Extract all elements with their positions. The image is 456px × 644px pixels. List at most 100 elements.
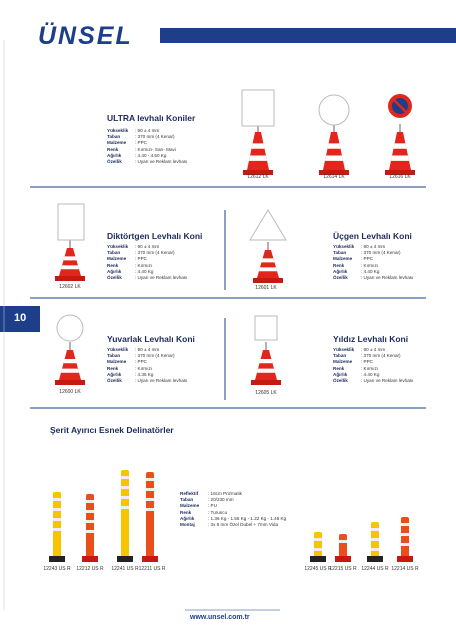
spec-row: Yükseklik : 90 ± 4 mm (333, 347, 385, 353)
spec-value: : Kırmızı (135, 365, 153, 371)
spec-row: Malzeme: PPC (107, 359, 147, 365)
spec-label: Ağırlık (180, 515, 195, 521)
spec-label: Malzeme (180, 503, 200, 509)
spec-value: : 90 ± 4 mm (361, 347, 386, 352)
spec-value: : 3x 8 mm Özel Dubel + 7mm Vida (208, 522, 278, 527)
spec-label: Özellik (333, 378, 348, 383)
spec-value: : Turuncu (208, 509, 228, 515)
product-code: 12245 US R (304, 566, 332, 572)
shape (323, 132, 345, 170)
spec-value: : Uyarı ve Reklam levhası (135, 275, 188, 280)
shape (318, 94, 350, 126)
spec-row: Özellik: Uyarı ve Reklam levhası (107, 159, 187, 165)
spec-value: : PPC (361, 256, 373, 262)
spec-value: : 16cm Prizmatik (208, 491, 242, 496)
spec-value: : 1.36 Kg - 1.55 Kg - 1.22 Kg - 1.46 Kg (208, 515, 287, 521)
spec-row: Renk: Kırmızı (333, 263, 378, 269)
spec-label: Ağırlık (107, 371, 122, 377)
spec-value: : 370 mm (4 Kenar) (135, 134, 175, 140)
section-title: Diktörtgen Levhalı Koni (107, 231, 203, 241)
spec-value: : PPC (361, 359, 373, 365)
shape (335, 556, 351, 562)
spec-row: Renk : Turuncu (180, 510, 227, 516)
shape (401, 517, 409, 558)
shape (248, 155, 268, 161)
spec-value: : Kırmızı- Sarı- Mavi (135, 146, 176, 152)
spec-value: : PPC (135, 140, 147, 146)
spec-label: Ağırlık (333, 371, 348, 377)
shape (255, 350, 277, 380)
section-title: Yuvarlak Levhalı Koni (107, 334, 195, 344)
spec-row: Taban: 370 mm (4 Kenar) (333, 250, 401, 256)
shape (55, 276, 85, 281)
shape (319, 170, 349, 175)
product-code: 12616 LK (389, 174, 411, 180)
shape (257, 250, 279, 278)
shape (146, 498, 154, 501)
spec-row: Taban : 20/230 mm (180, 497, 234, 503)
spec-label: Renk (180, 509, 192, 515)
shape (393, 143, 407, 149)
shape (82, 556, 98, 562)
spec-label: Ağırlık (333, 268, 348, 274)
shape (401, 533, 409, 536)
shape (56, 314, 84, 342)
shape (314, 532, 322, 558)
shape (371, 528, 379, 531)
spec-label: Taban (107, 134, 121, 140)
shape (258, 267, 278, 272)
spec-value: : PU (208, 503, 217, 509)
shape (367, 556, 383, 562)
spec-value: : 4.40 Kg (361, 268, 380, 274)
spec-value: : Uyarı ve Reklam levhası (135, 378, 188, 383)
shape (146, 508, 154, 511)
spec-value: : 370 mm (4 Kenar) (361, 353, 401, 359)
spec-row: Taban: 370 mm (4 Kenar) (333, 353, 401, 359)
shape (253, 278, 283, 283)
spec-row: Ağırlık : 4.40 - 4.50 Kg (107, 153, 166, 159)
shape (117, 556, 133, 562)
spec-label: Ağırlık (107, 152, 122, 158)
spec-label: Renk (107, 365, 119, 371)
spec-label: Yükseklik (107, 128, 129, 133)
shape (243, 170, 273, 175)
shape (339, 540, 347, 543)
shape (371, 548, 379, 551)
section-title: Şerit Ayırıcı Esnek Delinatörler (50, 425, 174, 435)
spec-label: Montaj (180, 522, 195, 527)
product-code: 12600 LK (59, 389, 81, 395)
spec-label: Renk (333, 262, 345, 268)
shape (254, 315, 278, 341)
spec-label: Yükseklik (333, 347, 355, 352)
spec-value: : 20/230 mm (208, 497, 234, 503)
spec-value: : 4.35 Kg (135, 371, 154, 377)
spec-row: Taban: 370 mm (4 Kenar) (107, 250, 175, 256)
spec-row: Malzeme: PPC (107, 140, 147, 146)
page-number: 10 (14, 312, 27, 324)
spec-value: : 4.40 - 4.50 Kg (135, 152, 167, 158)
shape (86, 494, 94, 558)
product-code: 12241 US R (111, 566, 139, 572)
spec-value: : 90 ± 4 mm (135, 244, 160, 249)
product-code: 12605 LK (255, 390, 277, 396)
shape (251, 380, 281, 385)
spec-label: Taban (180, 497, 194, 503)
shape (259, 359, 273, 364)
shape (86, 500, 94, 503)
shape (146, 472, 154, 558)
shape (146, 488, 154, 491)
spec-row: Taban: 370 mm (4 Kenar) (107, 353, 175, 359)
spec-value: : 90 ± 4 mm (135, 347, 160, 352)
shape (55, 380, 85, 385)
spec-row: Ağırlık : 1.36 Kg - 1.55 Kg - 1.22 Kg - 1… (180, 516, 286, 522)
shape (53, 518, 61, 521)
product-code: 12215 US R (329, 566, 357, 572)
spec-value: : 370 mm (4 Kenar) (135, 353, 175, 359)
shape (59, 350, 81, 380)
spec-row: Reflektif: 16cm Prizmatik (180, 491, 242, 497)
shape (251, 143, 265, 149)
spec-label: Renk (107, 262, 119, 268)
spec-label: Ağırlık (107, 268, 122, 274)
shape (146, 478, 154, 481)
